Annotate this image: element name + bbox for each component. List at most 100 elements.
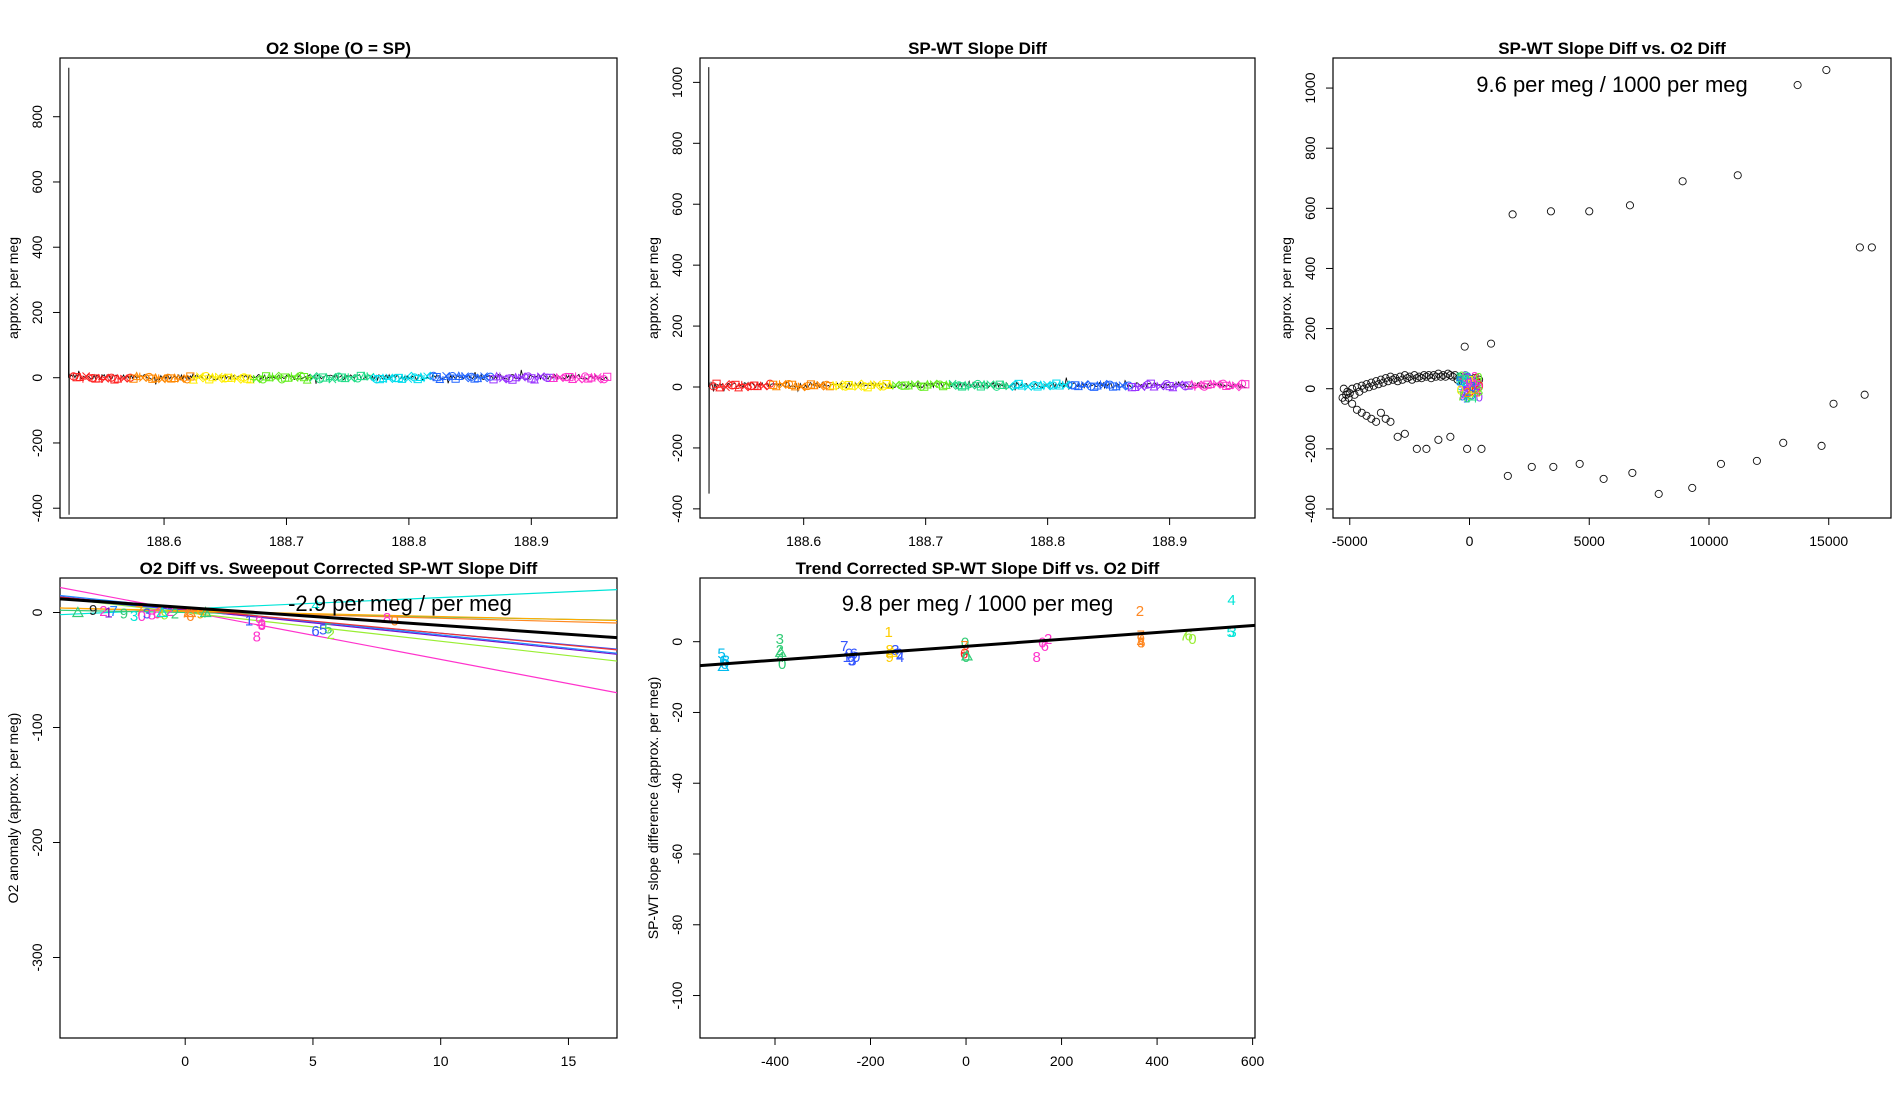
- data-point: [1364, 383, 1373, 392]
- data-point: [1090, 382, 1099, 391]
- data-point: [1585, 207, 1594, 216]
- overlay-digit-label: 1: [1460, 378, 1467, 393]
- data-point: [1716, 459, 1726, 468]
- data-point-label: 7: [201, 604, 209, 621]
- data-point: [397, 374, 407, 383]
- data-point: [1241, 380, 1250, 389]
- x-tick-label: 5000: [1574, 533, 1605, 549]
- data-point: [94, 373, 104, 383]
- spike-line: [708, 67, 710, 494]
- plot-frame: [699, 577, 1256, 1039]
- data-point: [1384, 377, 1393, 386]
- data-point: [148, 374, 157, 383]
- data-point: [734, 382, 744, 392]
- data-point: [193, 374, 201, 382]
- data-point: [1381, 414, 1390, 423]
- overlay-digit-label: 1: [1467, 382, 1474, 397]
- panel-trend-corrected-vs-o2-diff: Trend Corrected SP-WT Slope Diff vs. O2 …: [645, 559, 1265, 1069]
- overlay-digit-label: 8: [1472, 378, 1479, 393]
- y-tick-label: 200: [29, 301, 45, 325]
- data-point: [1436, 372, 1445, 381]
- overlay-digit-label: 8: [1469, 379, 1476, 394]
- y-tick-label: 400: [669, 253, 685, 277]
- y-tick-label: 600: [1302, 196, 1318, 220]
- data-point: [195, 372, 204, 381]
- data-point: [1599, 474, 1608, 483]
- data-point: [1360, 384, 1369, 393]
- data-point-label: 8: [885, 642, 893, 659]
- data-point: [1446, 432, 1455, 441]
- data-point-label: 0: [961, 635, 969, 652]
- data-point: [1357, 408, 1366, 417]
- overlay-digit-label: 3: [1465, 373, 1472, 388]
- data-point-label: 0: [1188, 631, 1196, 648]
- y-tick-label: -40: [669, 773, 685, 793]
- y-tick-label: -400: [29, 494, 45, 522]
- chart-title: Trend Corrected SP-WT Slope Diff vs. O2 …: [796, 559, 1160, 578]
- data-point-label: 5: [319, 622, 327, 639]
- data-point-label: 0: [778, 656, 786, 673]
- data-point-label: 3: [258, 617, 266, 634]
- overlay-digit-label: 1: [1463, 391, 1470, 406]
- data-point: [1099, 381, 1108, 390]
- data-point-label: 0: [962, 649, 970, 666]
- data-point: [998, 380, 1008, 390]
- data-point: [1374, 380, 1383, 389]
- data-point: [1203, 380, 1212, 389]
- y-tick-label: -200: [29, 429, 45, 457]
- data-point: [603, 372, 612, 381]
- overall-fit-line: [700, 623, 1255, 668]
- x-tick-label: 5: [309, 1053, 317, 1069]
- x-tick-label: 400: [1145, 1053, 1169, 1069]
- data-point: [1184, 381, 1193, 390]
- y-tick-label: 800: [29, 105, 45, 129]
- data-point: [1350, 390, 1359, 399]
- data-point: [1752, 456, 1761, 465]
- overlay-digit-label: 4: [1469, 373, 1476, 388]
- data-point: [496, 372, 504, 380]
- x-tick-label: 600: [1241, 1053, 1265, 1069]
- data-point: [854, 383, 863, 391]
- data-point: [1867, 243, 1876, 252]
- data-point-label: 4: [1137, 635, 1145, 652]
- y-tick-label: 0: [29, 374, 45, 382]
- data-point: [1352, 405, 1361, 414]
- y-tick-label: 0: [29, 608, 45, 616]
- overlay-digit-label: 3: [1461, 383, 1468, 398]
- overlay-digit-label: 5: [1455, 373, 1462, 388]
- data-point: [480, 372, 488, 381]
- x-tick-label: 188.8: [1030, 533, 1065, 549]
- y-tick-label: 800: [669, 131, 685, 155]
- data-point: [508, 375, 517, 384]
- overlay-digit-label: 9: [1465, 376, 1472, 391]
- data-point-label: 8: [722, 652, 730, 669]
- plot-frame: [59, 577, 618, 1039]
- overlay-digit-label: 5: [1456, 373, 1463, 388]
- data-point: [1194, 381, 1202, 390]
- overlay-digit-label: 9: [1459, 388, 1466, 403]
- data-point-label: 5: [324, 620, 332, 637]
- data-point: [753, 381, 762, 391]
- data-point: [1487, 339, 1496, 348]
- data-point-label: 4: [311, 597, 319, 614]
- data-point-label: 8: [253, 629, 261, 646]
- data-point: [461, 372, 470, 381]
- data-point: [378, 373, 388, 383]
- data-point: [1376, 408, 1385, 417]
- data-point: [851, 381, 859, 389]
- plot-frame: [1332, 57, 1892, 519]
- y-tick-label: 600: [29, 170, 45, 194]
- data-point: [568, 374, 577, 383]
- y-tick-label: -200: [669, 434, 685, 462]
- overlay-digit-label: 7: [1457, 388, 1464, 403]
- overlay-digit-label: 0: [1476, 379, 1483, 394]
- data-point: [1036, 380, 1046, 389]
- data-point-label: 3: [143, 606, 151, 623]
- overlay-digit-label: 9: [1473, 380, 1480, 395]
- data-point: [816, 380, 825, 389]
- data-point: [1625, 201, 1635, 210]
- data-point-label: 3: [848, 652, 856, 669]
- data-point: [1225, 380, 1234, 390]
- data-point: [1472, 377, 1481, 386]
